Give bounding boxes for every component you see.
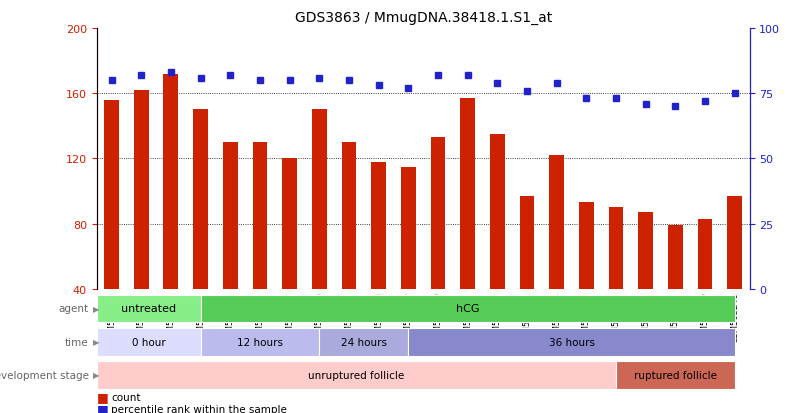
Bar: [342, 143, 356, 289]
Bar: [698, 219, 713, 289]
Text: time: time: [65, 337, 89, 347]
Bar: [549, 156, 564, 289]
Bar: [104, 100, 119, 289]
Bar: [668, 225, 683, 289]
Text: ■: ■: [97, 390, 109, 404]
Bar: [201, 295, 735, 323]
Text: ruptured follicle: ruptured follicle: [634, 370, 717, 380]
Bar: [638, 213, 653, 289]
Bar: [193, 110, 208, 289]
Bar: [409, 328, 735, 356]
Text: ■: ■: [97, 402, 109, 413]
Bar: [372, 162, 386, 289]
Text: 12 hours: 12 hours: [237, 337, 283, 347]
Text: percentile rank within the sample: percentile rank within the sample: [111, 404, 287, 413]
Bar: [222, 143, 238, 289]
Bar: [97, 295, 201, 323]
Bar: [727, 197, 742, 289]
Text: agent: agent: [59, 304, 89, 314]
Bar: [164, 74, 178, 289]
Text: 36 hours: 36 hours: [549, 337, 595, 347]
Bar: [460, 99, 475, 289]
Bar: [401, 167, 416, 289]
Text: count: count: [111, 392, 140, 402]
Bar: [520, 197, 534, 289]
Text: 0 hour: 0 hour: [131, 337, 165, 347]
Bar: [319, 328, 409, 356]
Text: untreated: untreated: [121, 304, 177, 314]
Bar: [579, 203, 594, 289]
Bar: [616, 361, 735, 389]
Text: ▶: ▶: [93, 370, 99, 379]
Bar: [609, 208, 624, 289]
Text: unruptured follicle: unruptured follicle: [308, 370, 405, 380]
Bar: [97, 328, 201, 356]
Bar: [252, 143, 268, 289]
Bar: [134, 91, 148, 289]
Bar: [97, 361, 616, 389]
Bar: [312, 110, 326, 289]
Text: development stage: development stage: [0, 370, 89, 380]
Text: hCG: hCG: [456, 304, 480, 314]
Title: GDS3863 / MmugDNA.38418.1.S1_at: GDS3863 / MmugDNA.38418.1.S1_at: [294, 11, 552, 25]
Text: ▶: ▶: [93, 337, 99, 346]
Bar: [201, 328, 319, 356]
Text: ▶: ▶: [93, 304, 99, 313]
Bar: [282, 159, 297, 289]
Bar: [490, 135, 505, 289]
Bar: [430, 138, 446, 289]
Text: 24 hours: 24 hours: [341, 337, 387, 347]
